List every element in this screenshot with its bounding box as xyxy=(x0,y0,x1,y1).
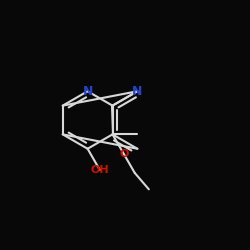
Text: N: N xyxy=(132,85,142,98)
Text: N: N xyxy=(82,85,93,98)
Text: O: O xyxy=(119,149,129,159)
Text: OH: OH xyxy=(90,165,109,175)
